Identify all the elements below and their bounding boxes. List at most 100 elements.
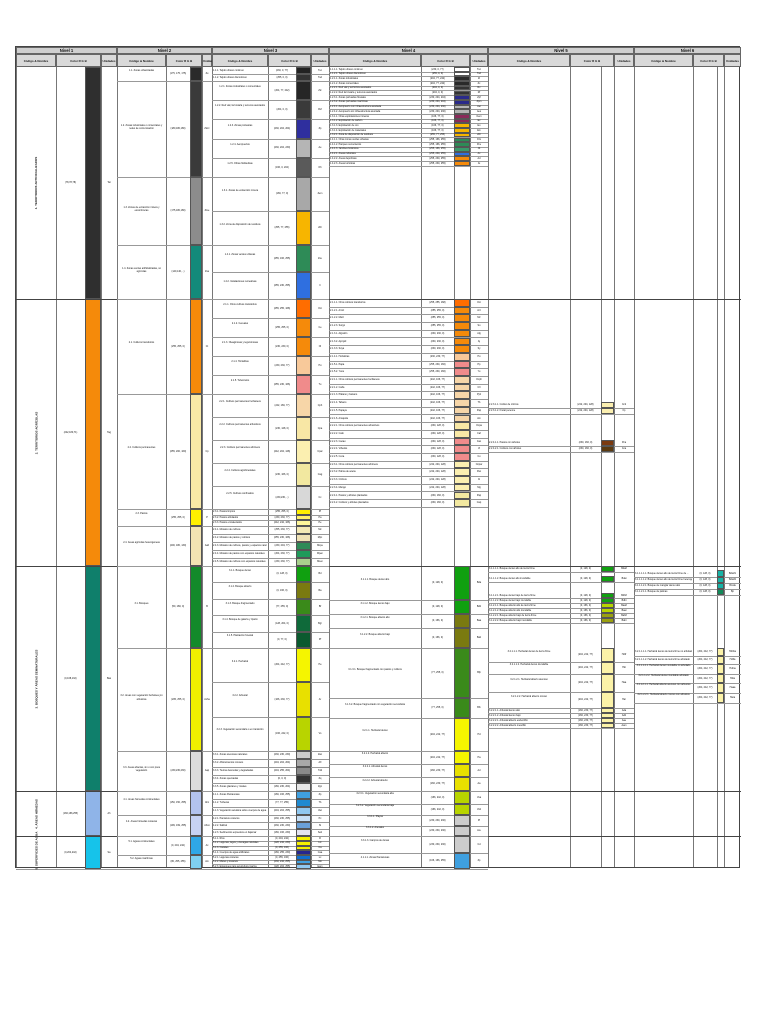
unit-symbol: Adb	[621, 713, 627, 717]
color-swatch	[190, 791, 202, 815]
level-6-row: 3.2.1.1.1.1. Herbazal denso de tierra fi…	[634, 648, 741, 657]
row-separator	[212, 211, 329, 212]
unit-symbol: He	[318, 663, 322, 667]
row-separator	[329, 109, 488, 111]
unit-symbol: Babtf	[621, 613, 627, 617]
rgb-value: (0, 166, 0)	[580, 603, 591, 607]
level-1-header: Nivel 1	[16, 47, 117, 54]
color-swatch	[296, 177, 311, 211]
level-5-row: 3.2.2.1.2. Arbustal denso bajo (166, 230,…	[488, 713, 634, 719]
level-3-row: 3.1.3. Bosque fragmentado (77, 255, 0) Bf	[212, 598, 329, 617]
column-divider	[693, 67, 694, 867]
color-swatch	[717, 570, 724, 577]
row-separator	[329, 151, 488, 153]
level-5-row: 3.1.1.1.2. Bosque denso alto inundable (0…	[488, 576, 634, 583]
color-swatch	[296, 509, 311, 515]
level-3-row: 2.3.3. Pastos enmalezados (242, 242, 166)…	[212, 520, 329, 527]
color-swatch	[296, 299, 311, 318]
class-name: 3.2.2.2.2. Arbustal abierto mesófilo	[489, 723, 526, 727]
level-5-row: 3.2.1.2.1. Herbazal abierto arenoso (204,…	[488, 674, 634, 693]
unit-symbol: Cph	[317, 403, 323, 407]
color-swatch	[296, 100, 311, 120]
level-6-col-code-header: Código & Nombre	[634, 54, 693, 67]
unit-symbol: Ozv	[476, 138, 482, 142]
level-4-row: 3.2.2.1. Arbustal denso (166, 230, 77) Ad	[329, 764, 488, 778]
rgb-value: (255, 230, 77)	[274, 528, 290, 532]
level-3-row: 2.1.2. Cereales (255, 255, 0) Ce	[212, 318, 329, 338]
rgb-value: (0, 128, 0)	[580, 577, 591, 581]
unit-symbol: Ce	[318, 325, 322, 329]
unit-symbol: Pyb	[476, 393, 482, 397]
color-swatch	[454, 399, 470, 407]
color-swatch	[601, 593, 614, 598]
unit-symbol: Cd	[477, 842, 481, 846]
level-4-row: 2.2.1.4. Tabaco (242, 166, 77) Tb	[329, 399, 488, 408]
color-swatch	[296, 850, 311, 855]
class-name: 3.1.1.1.1.1. Bosque denso alto de tierra…	[635, 571, 689, 575]
unit-symbol: Zdr	[477, 133, 481, 137]
rgb-value: (0,204,242)	[64, 850, 77, 854]
color-swatch	[190, 245, 202, 299]
unit-symbol: Eam	[317, 864, 323, 868]
color-swatch	[454, 698, 470, 718]
class-name: 4.1.3. Vegetación acuática sobre cuerpos…	[213, 809, 267, 813]
level-5-col-code-header: Código & Nombre	[488, 54, 570, 67]
class-name: 1.4.2. Instalaciones recreativas	[223, 280, 257, 284]
class-name: 1.3.1.4. Explotación de materiales	[330, 128, 367, 132]
level-4-row: 2.2.1.5. Papaya (242, 166, 77) Pap	[329, 406, 488, 416]
row-separator	[212, 542, 329, 543]
unit-symbol: Pf	[318, 637, 322, 641]
unit-symbol: Pp	[477, 362, 481, 366]
row-separator	[329, 99, 488, 101]
rgb-value: (0, 128, 0)	[699, 584, 711, 588]
rgb-value: (255, 255, 0)	[430, 316, 445, 320]
class-name: 3.1.1.1.1.2. Bosque denso alto de tierra…	[635, 578, 692, 582]
column-divider	[329, 67, 330, 867]
color-swatch	[454, 337, 470, 346]
level-2-row: 3.3. Áreas abiertas, sin o con poca vege…	[117, 751, 212, 792]
class-name: 1.1.1.1. Tejido urbano continuo	[330, 67, 363, 71]
level-4-row: 3.3.1.2. Arenales (230, 230, 230) Are	[329, 826, 488, 837]
unit-symbol: Arz	[477, 308, 481, 312]
row-separator	[117, 299, 212, 300]
level-3-row: 1.1.2. Tejido urbano discontinuo (255, 0,…	[212, 74, 329, 82]
class-name: 3.1.5. Plantación forestal	[226, 634, 254, 638]
unit-symbol: Ca	[318, 846, 322, 850]
level-4-row: 1.2.2.1. Red vial y territorios asociado…	[329, 85, 488, 92]
rgb-value: (242, 204, 128)	[577, 409, 594, 413]
row-separator	[117, 509, 212, 510]
level-4-row: 3.3.1.3. Campos de dunas (230, 230, 230) C…	[329, 836, 488, 854]
level-4-row: 3.1.3.2. Bosque fragmentado con vegetaci…	[329, 698, 488, 719]
level-3-row: 3.3.1. Zonas arenosas naturales (230, 230…	[212, 751, 329, 760]
class-name: 5.2. Aguas marítimas	[130, 856, 153, 860]
level-2-row: 2.3. Pastos (255, 255, 0) P	[117, 509, 212, 527]
level-2-col-color-header: Color R G B	[166, 54, 202, 67]
class-name: 1.2. Zonas industriales o comerciales y …	[120, 123, 163, 131]
color-swatch	[454, 368, 470, 376]
row-separator	[329, 76, 488, 78]
row-separator	[212, 318, 329, 319]
unit-symbol: Co	[477, 455, 481, 459]
rgb-value: (166, 77, 0)	[431, 119, 444, 123]
unit-symbol: Zu	[205, 72, 209, 76]
row-separator	[212, 868, 329, 870]
class-name: 4.1.1.1. Zonas Pantanosas	[360, 855, 390, 859]
level-5-row: 2.2.4.2.1. Cultivos con árboles (230, 166…	[488, 446, 634, 453]
row-separator	[212, 822, 329, 823]
class-name: 1.2.4.2. Aeropuerto sin infraestructura …	[330, 109, 381, 113]
color-swatch	[296, 759, 311, 767]
unit-symbol: Mg	[477, 485, 481, 489]
row-separator	[488, 598, 634, 599]
unit-symbol: Tb	[318, 801, 322, 805]
rgb-value: (255, 255, 0)	[430, 324, 445, 328]
rgb-value: (204, 77, 242)	[430, 81, 445, 85]
row-separator	[488, 708, 634, 709]
row-separator	[329, 718, 488, 719]
row-separator	[329, 853, 488, 854]
column-divider	[166, 67, 167, 867]
class-name: 2.4. Áreas agrícolas heterogéneas	[123, 540, 160, 544]
column-divider	[614, 67, 615, 867]
row-separator	[329, 123, 488, 125]
class-name: 5.1.2. Lagunas, lagos y ciénagas natural…	[213, 841, 259, 845]
row-separator	[329, 375, 488, 377]
